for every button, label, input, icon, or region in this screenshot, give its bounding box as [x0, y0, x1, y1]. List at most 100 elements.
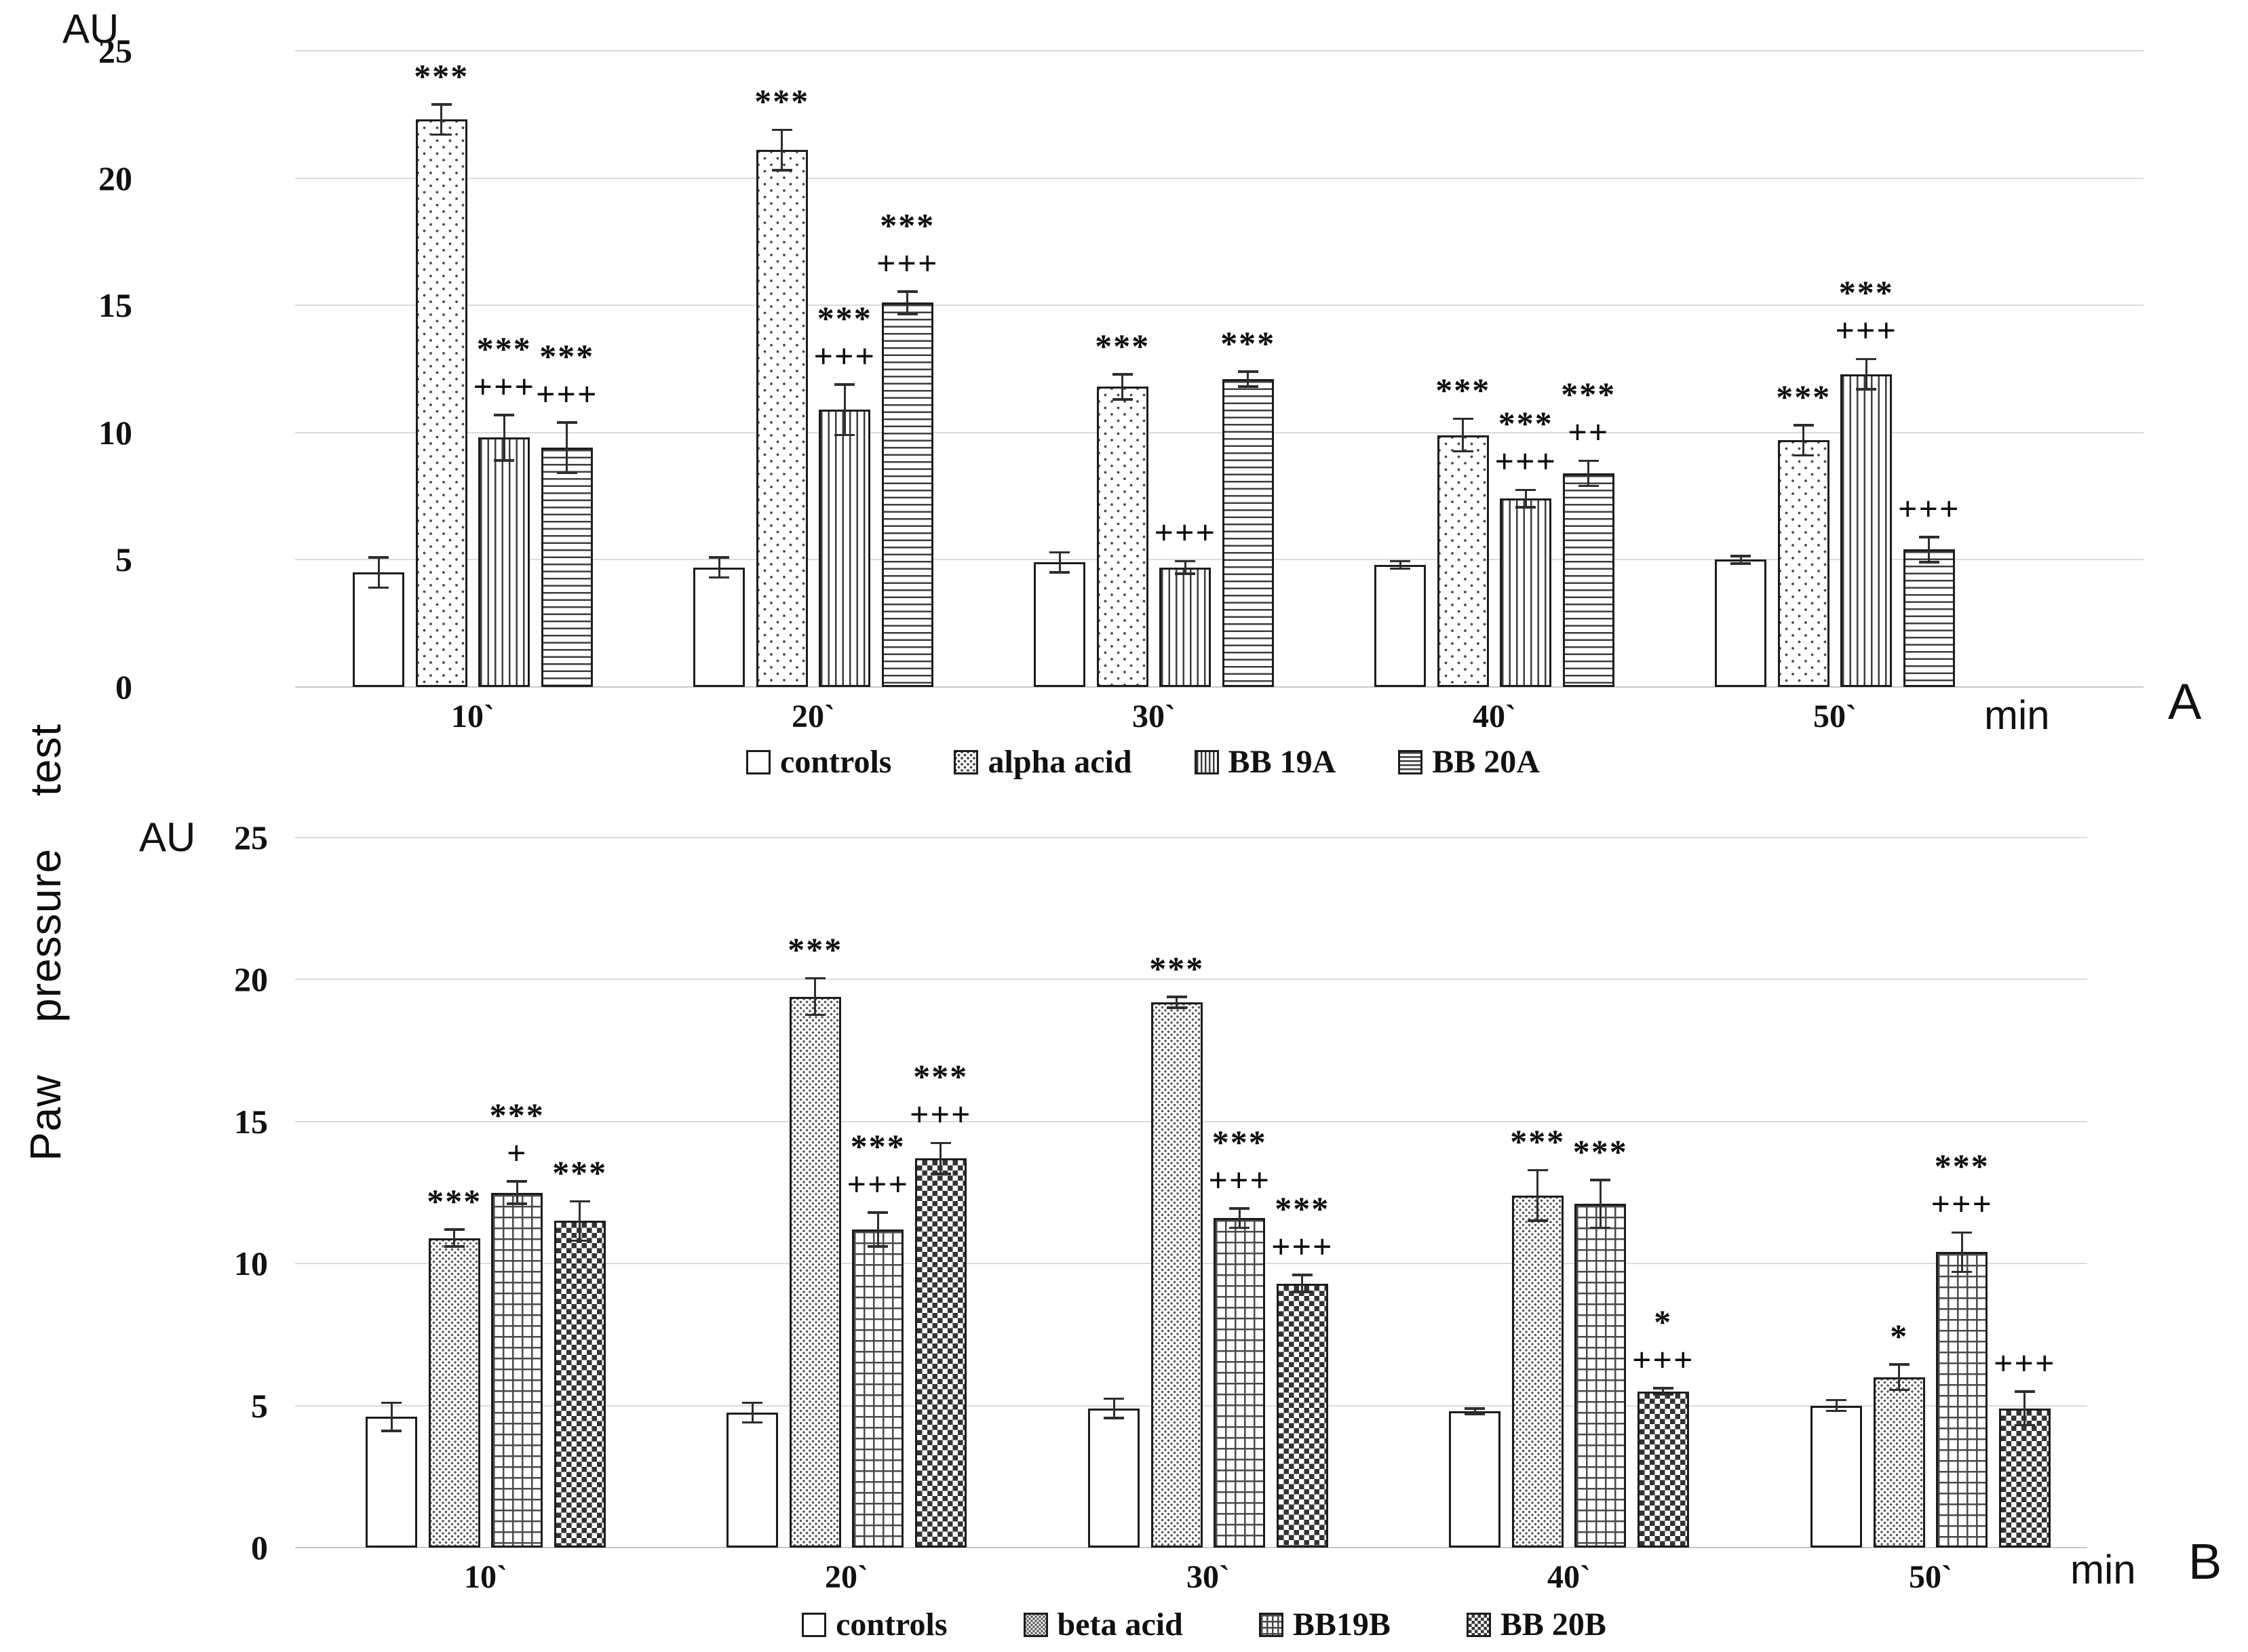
x-tick-label: 20`: [825, 1559, 868, 1595]
significance-annotation: *** +++: [1271, 1189, 1334, 1265]
plot-area: 0 5 10 15 20 25 10` *** *** +++ *** +++ 20` *** *** …: [98, 32, 2144, 734]
controls-swatch-icon: [746, 749, 771, 774]
error-bar: [939, 1143, 942, 1175]
error-bar-cap-bottom: [868, 1245, 889, 1248]
significance-annotation: *** +++: [536, 336, 598, 413]
error-bar-cap-bottom: [1166, 1006, 1187, 1009]
legend-label: controls: [780, 744, 892, 780]
gridline: [295, 304, 2144, 307]
error-bar: [516, 1181, 518, 1204]
error-bar-cap-bottom: [1730, 562, 1751, 565]
significance-annotation: +++: [1898, 489, 1960, 528]
error-bar-cap-top: [1527, 1168, 1548, 1171]
error-bar: [718, 557, 720, 578]
error-bar-cap-top: [930, 1141, 951, 1145]
error-bar-cap-bottom: [444, 1245, 465, 1248]
significance-annotation: ***: [1149, 949, 1205, 987]
significance-annotation: ***: [788, 930, 843, 969]
error-bar-cap-bottom: [1578, 484, 1599, 488]
y-axis-unit-label: AU: [62, 6, 119, 52]
significance-annotation: ***: [552, 1154, 608, 1192]
error-bar: [453, 1229, 456, 1247]
bar-beta-acid-30: [1150, 1002, 1203, 1548]
error-bar: [751, 1402, 754, 1423]
x-tick-label: 40`: [1547, 1559, 1591, 1595]
bar-bb19b-40: [1574, 1204, 1627, 1548]
gridline: [295, 50, 2144, 52]
error-bar: [1176, 996, 1178, 1008]
error-bar-cap-bottom: [1652, 1393, 1673, 1396]
error-bar: [1184, 561, 1186, 574]
bar-beta-acid-40: [1511, 1195, 1564, 1548]
error-bar-cap-top: [771, 128, 792, 132]
bar-bb-19a-40: [1500, 498, 1552, 687]
bb-19a-swatch-icon: [1194, 749, 1219, 774]
error-bar-cap-bottom: [897, 313, 918, 315]
error-bar-cap-top: [368, 556, 389, 559]
y-tick-label: 5: [251, 1386, 268, 1425]
error-bar-cap-bottom: [1175, 572, 1196, 575]
error-bar-cap-bottom: [1527, 1219, 1548, 1222]
legend-item-bb-19a: BB 19A: [1194, 743, 1336, 781]
error-bar-cap-top: [805, 977, 826, 980]
error-bar-cap-bottom: [569, 1239, 590, 1242]
significance-annotation: *** +++: [813, 298, 876, 375]
error-bar: [1587, 460, 1590, 486]
significance-annotation: +++: [1154, 513, 1216, 552]
legend-item-bb-20a: BB 20A: [1398, 743, 1540, 781]
error-bar: [843, 384, 846, 435]
gridline: [295, 559, 2144, 561]
x-tick-label: 30`: [1186, 1559, 1230, 1595]
error-bar: [503, 414, 505, 461]
error-bar: [1599, 1179, 1602, 1228]
error-bar-cap-top: [1465, 1407, 1486, 1410]
error-bar-cap-bottom: [1112, 398, 1133, 401]
error-bar-cap-top: [444, 1228, 465, 1231]
bar-controls-50: [1715, 559, 1767, 687]
error-bar-cap-top: [1952, 1231, 1973, 1234]
gridline: [295, 979, 2087, 981]
bar-bb-20b-20: [914, 1158, 967, 1548]
error-bar-cap-bottom: [709, 576, 730, 579]
y-tick-label: 0: [115, 668, 132, 706]
bar-controls-30: [1034, 562, 1086, 687]
error-bar-cap-bottom: [1465, 1413, 1486, 1415]
error-bar-cap-top: [556, 421, 577, 424]
bar-controls-40: [1374, 564, 1427, 687]
error-bar: [1121, 374, 1124, 400]
error-bar: [1247, 371, 1249, 387]
error-bar-cap-bottom: [1590, 1226, 1611, 1230]
error-bar: [1399, 561, 1401, 569]
bar-bb19b-30: [1214, 1218, 1266, 1548]
error-bar: [781, 130, 783, 171]
error-bar-cap-top: [1452, 417, 1473, 420]
error-bar: [906, 291, 909, 315]
y-tick-label: 25: [234, 819, 268, 857]
y-tick-label: 20: [234, 960, 268, 999]
bar-bb-20a-30: [1222, 379, 1274, 687]
bar-beta-acid-20: [789, 996, 841, 1548]
significance-annotation: *** +++: [1208, 1122, 1271, 1199]
error-bar: [814, 978, 817, 1015]
bar-bb-20b-40: [1637, 1391, 1689, 1548]
chart-panel-a: AU 0 5 10 15 20 25 10` *** *** +++ *** +++ 20` *** *…: [0, 0, 2248, 793]
bar-alpha-acid-30: [1096, 387, 1148, 687]
error-bar-cap-bottom: [1049, 571, 1070, 574]
panel-letter: A: [2168, 673, 2202, 730]
significance-annotation: *** +++: [473, 329, 535, 406]
error-bar: [1462, 418, 1465, 452]
error-bar-cap-top: [1292, 1274, 1313, 1276]
bar-bb-20b-30: [1276, 1283, 1328, 1548]
error-bar-cap-bottom: [556, 471, 577, 475]
error-bar-cap-bottom: [1452, 450, 1473, 453]
error-bar-cap-bottom: [930, 1173, 951, 1175]
panel-letter: B: [2188, 1533, 2222, 1590]
bar-alpha-acid-40: [1437, 435, 1489, 687]
error-bar-cap-bottom: [1793, 454, 1814, 457]
error-bar-cap-top: [897, 290, 918, 293]
legend-item-beta-acid: beta acid: [1023, 1606, 1183, 1643]
legend: controls beta acid BB19B BB 20B: [295, 1606, 2113, 1643]
error-bar: [1960, 1232, 1963, 1272]
controls-swatch-icon: [802, 1612, 827, 1637]
error-bar-cap-top: [1856, 357, 1877, 360]
